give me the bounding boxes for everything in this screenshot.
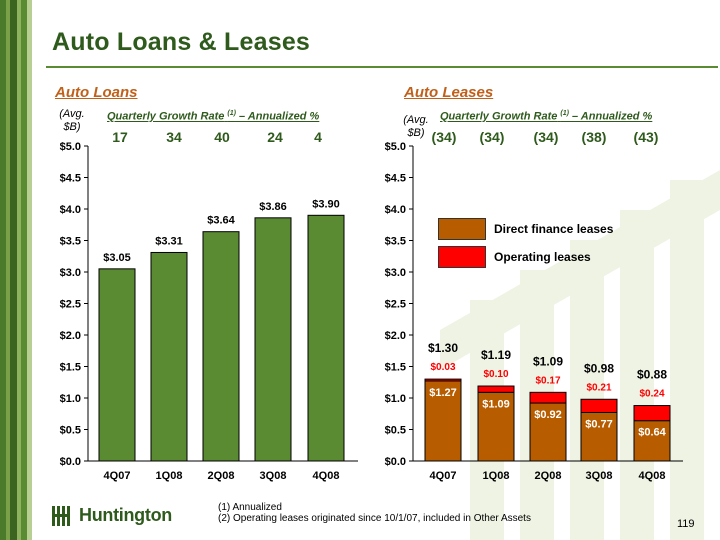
legend-label-direct-finance: Direct finance leases <box>494 222 614 236</box>
direct-finance-bar <box>529 402 567 462</box>
lease-total-label: $1.19 <box>481 348 511 362</box>
loan-bar <box>150 251 188 462</box>
direct-finance-bar <box>477 391 515 462</box>
loan-bar <box>254 217 292 462</box>
huntington-logo: Huntington <box>52 505 172 526</box>
loans-growth-value: 17 <box>112 129 128 145</box>
y-tick-label: $3.5 <box>385 236 406 248</box>
lease-total-label: $0.98 <box>584 361 614 375</box>
page-title: Auto Loans & Leases <box>52 28 311 56</box>
y-tick-label: $5.0 <box>60 141 81 153</box>
legend-label-operating: Operating leases <box>494 250 591 264</box>
footnotes: (1) Annualized (2) Operating leases orig… <box>218 502 531 524</box>
leases-growth-value: (43) <box>633 129 659 145</box>
direct-finance-label: $0.92 <box>534 409 562 421</box>
lease-total-label: $1.30 <box>428 341 458 355</box>
y-tick-label: $1.0 <box>385 393 406 405</box>
leases-growth-value: (34) <box>431 129 457 145</box>
x-tick-label: 1Q08 <box>156 470 183 482</box>
y-tick-label: $3.5 <box>60 236 81 248</box>
y-tick-label: $3.0 <box>60 267 81 279</box>
operating-lease-label: $0.03 <box>430 362 455 373</box>
loan-bar-label: $3.86 <box>259 201 287 213</box>
direct-finance-label: $0.77 <box>585 418 613 430</box>
y-tick-label: $5.0 <box>385 141 406 153</box>
direct-finance-bar <box>580 411 618 462</box>
y-tick-label: $2.0 <box>385 330 406 342</box>
leases-growth-title: Quarterly Growth Rate (1) – Annualized % <box>440 110 653 123</box>
loans-growth-value: 4 <box>314 129 322 145</box>
loans-growth-value: 24 <box>267 129 283 145</box>
operating-lease-label: $0.17 <box>535 375 560 386</box>
loan-bar <box>202 231 240 462</box>
leases-section-title: Auto Leases <box>404 84 494 101</box>
lease-total-label: $0.88 <box>637 368 667 382</box>
y-tick-label: $4.0 <box>60 204 81 216</box>
decorative-stripes <box>0 0 32 540</box>
loan-bar <box>307 214 345 462</box>
loan-bar <box>98 268 136 462</box>
operating-lease-bar <box>580 398 618 413</box>
legend-swatch-direct-finance <box>438 218 486 240</box>
y-tick-label: $2.5 <box>60 299 81 311</box>
direct-finance-bar <box>633 420 671 462</box>
loan-bar-label: $3.90 <box>312 198 340 210</box>
x-tick-label: 2Q08 <box>208 470 235 482</box>
legend-swatch-operating <box>438 246 486 268</box>
direct-finance-label: $0.64 <box>638 427 666 439</box>
lease-total-label: $1.09 <box>533 354 563 368</box>
page-number: 119 <box>677 518 695 530</box>
loan-bar-label: $3.64 <box>207 215 235 227</box>
direct-finance-label: $1.09 <box>482 398 510 410</box>
x-tick-label: 4Q07 <box>104 470 131 482</box>
loan-bar-label: $3.31 <box>155 235 183 247</box>
operating-lease-bar <box>477 385 515 393</box>
footnote-2: (2) Operating leases originated since 10… <box>218 513 531 524</box>
leases-units-label: (Avg. $B) <box>403 114 429 139</box>
footnote-1: (1) Annualized <box>218 502 282 513</box>
y-tick-label: $3.0 <box>385 267 406 279</box>
y-tick-label: $1.5 <box>385 362 406 374</box>
direct-finance-label: $1.27 <box>429 387 457 399</box>
loans-growth-value: 34 <box>166 129 182 145</box>
loans-growth-value: 40 <box>214 129 230 145</box>
y-tick-label: $0.5 <box>60 425 81 437</box>
leases-growth-value: (38) <box>581 129 607 145</box>
y-tick-label: $4.0 <box>385 204 406 216</box>
x-tick-label: 4Q08 <box>639 470 666 482</box>
y-tick-label: $4.5 <box>60 173 81 185</box>
y-tick-label: $0.5 <box>385 425 406 437</box>
y-tick-label: $1.5 <box>60 362 81 374</box>
operating-lease-bar <box>529 391 567 404</box>
title-divider <box>46 66 718 68</box>
y-tick-label: $4.5 <box>385 173 406 185</box>
operating-lease-label: $0.10 <box>483 369 508 380</box>
loans-units-label: (Avg. $B) <box>59 108 85 133</box>
x-tick-label: 4Q08 <box>313 470 340 482</box>
loans-growth-title: Quarterly Growth Rate (1) – Annualized % <box>107 110 320 123</box>
huntington-logo-mark <box>52 505 74 526</box>
y-tick-label: $2.5 <box>385 299 406 311</box>
leases-growth-value: (34) <box>533 129 559 145</box>
y-tick-label: $0.0 <box>60 456 81 468</box>
operating-lease-label: $0.24 <box>639 389 664 400</box>
y-tick-label: $0.0 <box>385 456 406 468</box>
y-tick-label: $1.0 <box>60 393 81 405</box>
loan-bar-label: $3.05 <box>103 252 131 264</box>
leases-growth-value: (34) <box>479 129 505 145</box>
loans-section-title: Auto Loans <box>55 84 138 101</box>
x-tick-label: 3Q08 <box>586 470 613 482</box>
operating-lease-bar <box>633 405 671 422</box>
x-tick-label: 1Q08 <box>483 470 510 482</box>
y-tick-label: $2.0 <box>60 330 81 342</box>
operating-lease-bar <box>424 378 462 382</box>
logo-text: Huntington <box>79 505 172 525</box>
x-tick-label: 4Q07 <box>430 470 457 482</box>
x-tick-label: 2Q08 <box>535 470 562 482</box>
operating-lease-label: $0.21 <box>586 382 611 393</box>
x-tick-label: 3Q08 <box>260 470 287 482</box>
